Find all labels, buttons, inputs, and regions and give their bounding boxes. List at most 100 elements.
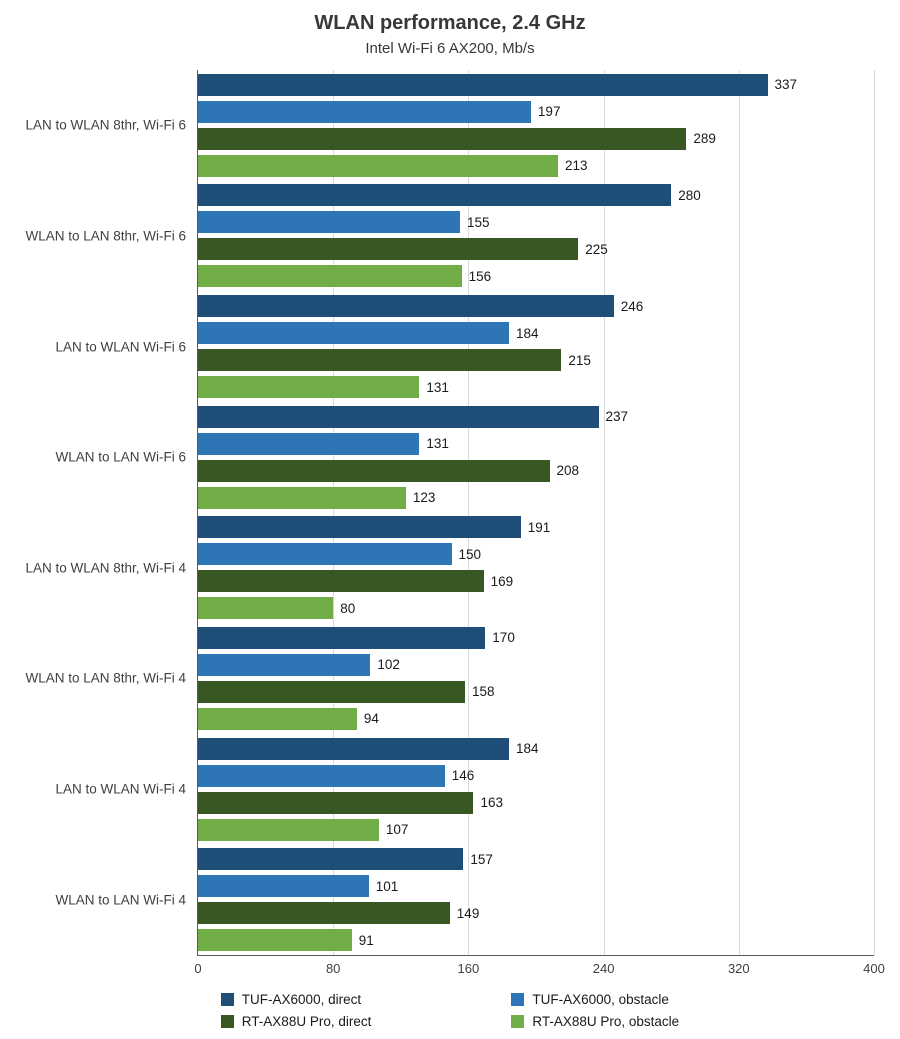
- legend-swatch: [220, 1015, 234, 1028]
- bar: [198, 597, 334, 620]
- bar: [198, 791, 474, 814]
- value-label: 155: [466, 214, 490, 230]
- bar: [198, 875, 369, 898]
- category-group: LAN to WLAN 8thr, Wi-Fi 4 191 150 169 80: [25, 513, 874, 624]
- bar-line: 131: [198, 376, 874, 399]
- bar: [198, 184, 672, 207]
- bar: [198, 543, 452, 566]
- category-group: LAN to WLAN Wi-Fi 4 184 146 163 107: [55, 734, 874, 845]
- bar: [198, 211, 460, 234]
- value-label: 191: [527, 519, 551, 535]
- value-label: 102: [377, 657, 400, 673]
- bar-line: 225: [198, 238, 874, 261]
- x-axis-tick-label: 400: [863, 961, 885, 976]
- bar: [198, 680, 466, 703]
- value-label: 184: [515, 325, 539, 341]
- value-label: 170: [492, 630, 515, 646]
- value-label: 149: [456, 905, 480, 921]
- bar: [198, 570, 484, 593]
- bar-line: 123: [198, 486, 874, 509]
- bar: [198, 376, 420, 399]
- gridline: [738, 70, 740, 955]
- bar-line: 184: [198, 322, 874, 345]
- bar-line: 197: [198, 100, 874, 123]
- bar: [198, 349, 562, 372]
- category-label: WLAN to LAN 8thr, Wi-Fi 6: [25, 228, 186, 244]
- bar: [198, 265, 462, 288]
- bar: [198, 238, 579, 261]
- x-axis-tick-label: 80: [325, 961, 341, 976]
- category-group: WLAN to LAN 8thr, Wi-Fi 6 280 155 225 156: [25, 181, 874, 292]
- bar-rows: LAN to WLAN 8thr, Wi-Fi 6 337 197 289 213 WLA…: [25, 70, 874, 955]
- bar: [198, 459, 550, 482]
- bar-line: 184: [198, 737, 874, 760]
- category-label: LAN to WLAN 8thr, Wi-Fi 4: [25, 560, 186, 576]
- bar: [198, 486, 406, 509]
- bar-line: 91: [198, 929, 874, 952]
- bar-line: 101: [198, 875, 874, 898]
- category-label: LAN to WLAN 8thr, Wi-Fi 6: [25, 117, 186, 133]
- category-label: WLAN to LAN Wi-Fi 4: [55, 892, 186, 908]
- legend-item: TUF-AX6000, direct: [220, 992, 372, 1007]
- bar-line: 80: [198, 597, 874, 620]
- bar-line: 208: [198, 459, 874, 482]
- bar-line: 170: [198, 626, 874, 649]
- x-axis-tick-label: 320: [727, 961, 750, 976]
- value-label: 131: [426, 379, 449, 395]
- bar-line: 215: [198, 349, 874, 372]
- bar-line: 169: [198, 570, 874, 593]
- category-group: WLAN to LAN Wi-Fi 6 237 131 208 123: [55, 402, 874, 513]
- category-group: LAN to WLAN Wi-Fi 6 246 184 215 131: [55, 291, 874, 402]
- legend-label: TUF-AX6000, obstacle: [532, 992, 669, 1007]
- category-label: WLAN to LAN Wi-Fi 6: [55, 449, 186, 465]
- value-label: 146: [451, 768, 475, 784]
- category-label: WLAN to LAN 8thr, Wi-Fi 4: [25, 670, 186, 686]
- bar: [198, 653, 371, 676]
- value-label: 163: [480, 795, 503, 811]
- bar-line: 191: [198, 516, 874, 539]
- category-label: LAN to WLAN Wi-Fi 4: [55, 781, 186, 797]
- bar: [198, 764, 445, 787]
- gridlines: [198, 70, 875, 955]
- x-axis: 0 80 160 240 320 400: [194, 955, 884, 979]
- bar: [198, 73, 768, 96]
- bar-line: 237: [198, 405, 874, 428]
- bar-line: 102: [198, 653, 874, 676]
- value-label: 280: [678, 187, 701, 203]
- bar: [198, 737, 509, 760]
- bar: [198, 848, 464, 871]
- bar-line: 246: [198, 295, 874, 318]
- value-label: 101: [375, 878, 399, 894]
- bar-line: 213: [198, 154, 874, 177]
- legend-swatch: [220, 993, 234, 1006]
- x-axis-tick-label: 0: [194, 961, 202, 976]
- plot-area: LAN to WLAN 8thr, Wi-Fi 6 337 197 289 213 WLA…: [25, 70, 885, 976]
- bar: [198, 818, 379, 841]
- bar: [198, 295, 614, 318]
- bar-line: 146: [198, 764, 874, 787]
- bar-line: 131: [198, 432, 874, 455]
- value-label: 237: [605, 409, 629, 425]
- value-label: 156: [468, 268, 492, 284]
- value-label: 208: [556, 463, 580, 479]
- value-label: 123: [412, 490, 436, 506]
- value-label: 169: [490, 573, 514, 589]
- chart-subtitle: Intel Wi-Fi 6 AX200, Mb/s: [365, 40, 535, 57]
- bar-line: 289: [198, 127, 874, 150]
- value-label: 337: [774, 77, 798, 93]
- legend-label: RT-AX88U Pro, direct: [241, 1014, 372, 1029]
- bar: [198, 432, 420, 455]
- value-label: 80: [340, 600, 356, 616]
- value-label: 107: [385, 822, 409, 838]
- value-label: 184: [515, 741, 539, 757]
- value-label: 246: [620, 298, 644, 314]
- bar-line: 149: [198, 902, 874, 925]
- category-label: LAN to WLAN Wi-Fi 6: [55, 339, 186, 355]
- value-label: 158: [472, 684, 495, 700]
- category-group: WLAN to LAN 8thr, Wi-Fi 4 170 102 158 94: [25, 623, 874, 734]
- gridline: [874, 70, 875, 955]
- bar: [198, 154, 558, 177]
- value-label: 289: [693, 131, 716, 147]
- legend-item: RT-AX88U Pro, direct: [220, 1014, 372, 1029]
- value-label: 157: [470, 851, 493, 867]
